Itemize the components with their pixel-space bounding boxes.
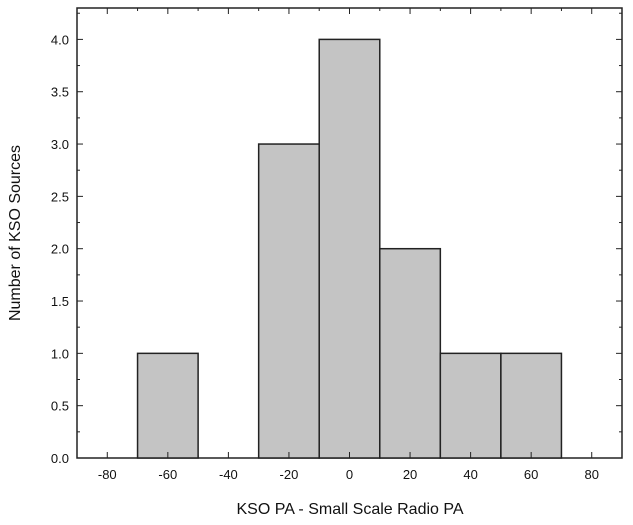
bars-group <box>136 38 563 459</box>
histogram-bar <box>257 143 320 459</box>
x-tick-label: -60 <box>158 467 177 482</box>
histogram-bar <box>318 38 381 459</box>
histogram-bar <box>379 247 442 459</box>
histogram-bar <box>439 352 502 459</box>
x-tick-label: 40 <box>463 467 477 482</box>
y-tick-label: 3.0 <box>51 137 69 152</box>
y-tick-label: 1.5 <box>51 294 69 309</box>
y-axis: 0.0 0.5 1.0 1.5 2.0 2.5 3.0 3.5 4.0 <box>51 12 622 466</box>
y-tick-label: 2.5 <box>51 189 69 204</box>
histogram-bar <box>136 352 199 459</box>
x-tick-label: 80 <box>584 467 598 482</box>
x-tick-label: 0 <box>346 467 353 482</box>
y-tick-label: 3.5 <box>51 85 69 100</box>
x-tick-label: 60 <box>524 467 538 482</box>
x-axis-title: KSO PA - Small Scale Radio PA <box>236 501 463 518</box>
y-tick-label: 0.0 <box>51 451 69 466</box>
x-tick-label: -40 <box>219 467 238 482</box>
y-tick-label: 1.0 <box>51 346 69 361</box>
histogram-bar <box>500 352 563 459</box>
y-tick-label: 2.0 <box>51 242 69 257</box>
y-tick-label: 4.0 <box>51 32 69 47</box>
x-tick-label: 20 <box>403 467 417 482</box>
y-axis-title: Number of KSO Sources <box>7 145 24 321</box>
x-tick-label: -80 <box>98 467 117 482</box>
x-tick-label: -20 <box>280 467 299 482</box>
x-axis: -80 -60 -40 -20 0 20 40 60 80 <box>76 8 623 482</box>
y-tick-label: 0.5 <box>51 399 69 414</box>
